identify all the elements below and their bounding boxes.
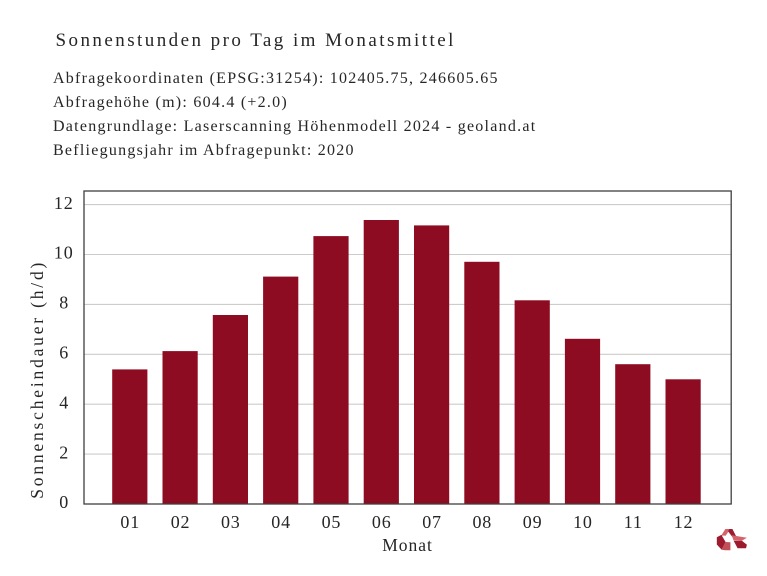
svg-text:02: 02 xyxy=(171,512,191,532)
svg-text:6: 6 xyxy=(59,343,68,363)
svg-text:05: 05 xyxy=(322,512,342,532)
svg-text:10: 10 xyxy=(54,243,74,263)
svg-text:2: 2 xyxy=(59,442,68,462)
svg-text:11: 11 xyxy=(624,512,643,532)
svg-text:03: 03 xyxy=(221,512,241,532)
svg-text:Sonnenscheindauer (h/d): Sonnenscheindauer (h/d) xyxy=(27,260,47,499)
svg-text:Sonnenstunden pro Tag im Monat: Sonnenstunden pro Tag im Monatsmittel xyxy=(56,30,456,51)
svg-text:06: 06 xyxy=(372,512,392,532)
svg-text:07: 07 xyxy=(422,512,442,532)
svg-text:Datengrundlage: Laserscanning: Datengrundlage: Laserscanning Höhenmodel… xyxy=(53,118,536,135)
svg-text:8: 8 xyxy=(59,293,68,313)
svg-text:12: 12 xyxy=(54,193,74,213)
svg-text:0: 0 xyxy=(59,492,68,512)
svg-text:Befliegungsjahr im Abfragepunk: Befliegungsjahr im Abfragepunkt: 2020 xyxy=(53,142,355,159)
svg-text:Abfragekoordinaten (EPSG:31254: Abfragekoordinaten (EPSG:31254): 102405.… xyxy=(53,70,499,87)
svg-text:01: 01 xyxy=(120,512,140,532)
svg-text:12: 12 xyxy=(674,512,694,532)
svg-text:09: 09 xyxy=(523,512,543,532)
svg-text:4: 4 xyxy=(59,392,68,412)
svg-text:Abfragehöhe (m): 604.4 (+2.0): Abfragehöhe (m): 604.4 (+2.0) xyxy=(53,94,288,111)
svg-text:Monat: Monat xyxy=(382,535,433,555)
svg-text:08: 08 xyxy=(472,512,492,532)
svg-text:04: 04 xyxy=(271,512,291,532)
svg-text:10: 10 xyxy=(573,512,593,532)
